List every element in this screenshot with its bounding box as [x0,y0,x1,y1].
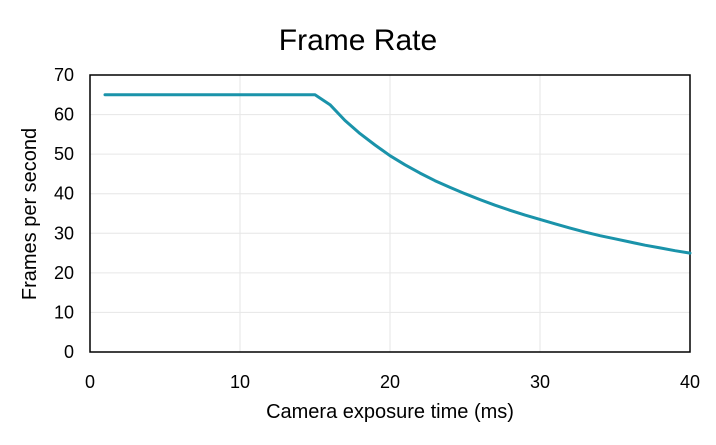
x-axis-label: Camera exposure time (ms) [266,401,514,423]
chart-title: Frame Rate [279,24,437,57]
y-axis-label: Frames per second [19,128,41,300]
y-tick-label: 10 [54,302,74,322]
x-tick-label: 40 [680,372,700,392]
series-layer [105,95,690,253]
series-line [105,95,690,253]
y-tick-label: 30 [54,223,74,243]
x-tick-label: 20 [380,372,400,392]
gridlines [90,75,690,352]
y-tick-label: 0 [64,342,74,362]
y-tick-label: 50 [54,144,74,164]
y-tick-label: 40 [54,184,74,204]
y-tick-label: 20 [54,263,74,283]
y-tick-label: 60 [54,105,74,125]
x-tick-label: 10 [230,372,250,392]
y-axis-ticks: 0 10 20 30 40 50 60 70 [54,65,74,362]
x-tick-label: 0 [85,372,95,392]
y-tick-label: 70 [54,65,74,85]
x-axis-ticks: 0 10 20 30 40 [85,372,700,392]
x-tick-label: 30 [530,372,550,392]
